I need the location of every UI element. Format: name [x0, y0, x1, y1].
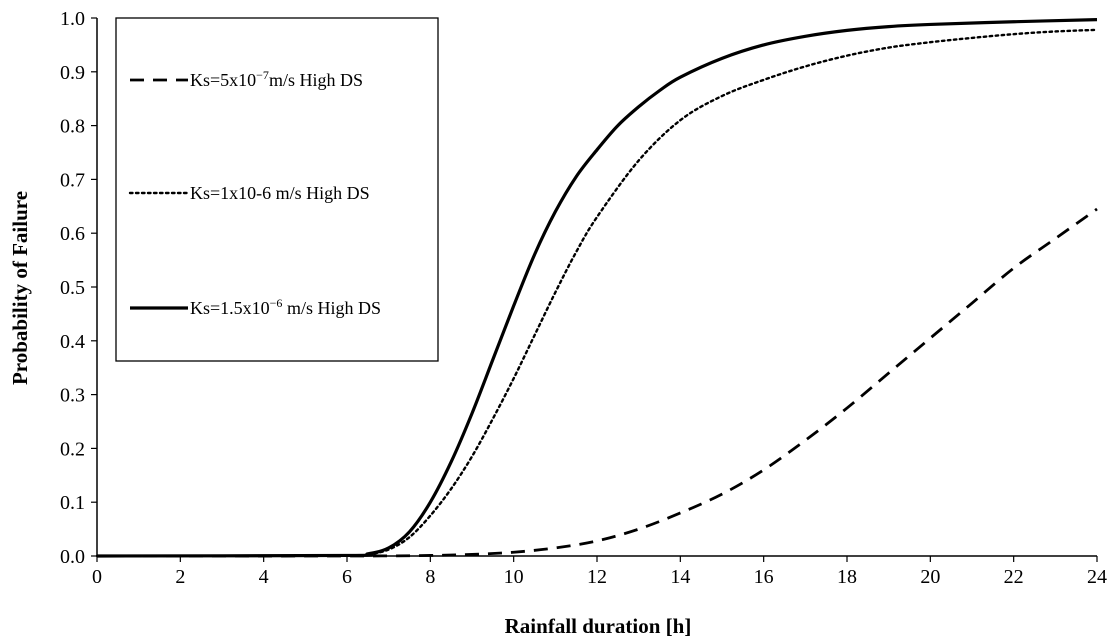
y-tick-label: 1.0	[60, 8, 85, 30]
y-tick-label: 0.2	[60, 438, 85, 460]
y-axis-title: Probability of Failure	[8, 191, 32, 385]
y-tick-label: 0.8	[60, 116, 85, 138]
x-tick-label: 22	[1004, 566, 1024, 588]
y-tick-label: 0.1	[60, 492, 85, 514]
legend: Ks=5x10−7m/s High DS Ks=1x10-6 m/s High D…	[115, 17, 439, 362]
y-tick-label: 0.0	[60, 546, 85, 568]
x-tick-label: 12	[587, 566, 607, 588]
series-line-dotted	[95, 28, 1099, 558]
x-tick-label: 16	[754, 566, 774, 588]
x-axis-title: Rainfall duration [h]	[505, 614, 692, 638]
axes: 0 2 4 6 8 10 12 14 16 18 20 22 240.00.10.20.30.40.50…	[60, 8, 1107, 588]
legend-label: Ks=1x10-6 m/s High DS	[190, 183, 370, 203]
x-tick-label: 24	[1087, 566, 1107, 588]
legend-label: Ks=5x10−7m/s High DS	[190, 68, 363, 90]
y-tick-label: 0.3	[60, 385, 85, 407]
x-tick-label: 10	[504, 566, 524, 588]
x-tick-label: 14	[670, 566, 690, 588]
y-tick-label: 0.4	[60, 331, 85, 353]
x-tick-label: 8	[425, 566, 435, 588]
x-tick-label: 20	[920, 566, 940, 588]
series-layer	[95, 18, 1099, 558]
x-tick-label: 4	[259, 566, 269, 588]
series-line-dashed	[96, 207, 1098, 558]
x-tick-label: 2	[175, 566, 185, 588]
x-tick-label: 0	[92, 566, 102, 588]
x-tick-label: 18	[837, 566, 857, 588]
y-tick-label: 0.7	[60, 169, 85, 191]
y-tick-label: 0.6	[60, 223, 85, 245]
legend-label: Ks=1.5x10−6 m/s High DS	[190, 296, 381, 318]
y-tick-label: 0.5	[60, 277, 85, 299]
x-tick-label: 6	[342, 566, 352, 588]
y-tick-label: 0.9	[60, 62, 85, 84]
series-line-solid	[96, 18, 1098, 558]
legend-box	[115, 17, 439, 362]
